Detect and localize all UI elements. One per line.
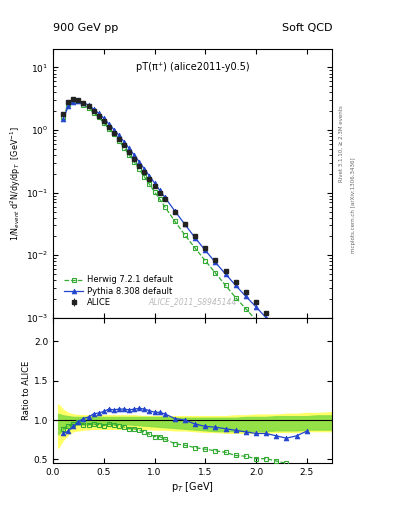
Text: ALICE_2011_S8945144: ALICE_2011_S8945144	[149, 297, 237, 306]
Herwig 7.2.1 default	[137, 166, 141, 173]
Pythia 8.308 default	[132, 152, 137, 158]
Herwig 7.2.1 default	[122, 145, 127, 151]
Pythia 8.308 default	[61, 116, 66, 122]
Herwig 7.2.1 default	[66, 101, 71, 107]
Herwig 7.2.1 default	[101, 120, 106, 126]
Herwig 7.2.1 default	[61, 114, 66, 120]
Herwig 7.2.1 default	[96, 114, 101, 120]
Pythia 8.308 default	[193, 234, 197, 241]
Pythia 8.308 default	[183, 221, 187, 227]
Y-axis label: Ratio to ALICE: Ratio to ALICE	[22, 361, 31, 420]
Herwig 7.2.1 default	[264, 328, 268, 334]
Herwig 7.2.1 default	[91, 110, 96, 116]
Herwig 7.2.1 default	[233, 294, 238, 301]
Herwig 7.2.1 default	[107, 125, 111, 132]
Herwig 7.2.1 default	[112, 132, 116, 138]
Pythia 8.308 default	[264, 315, 268, 321]
Pythia 8.308 default	[122, 139, 127, 145]
Pythia 8.308 default	[96, 110, 101, 116]
Line: Pythia 8.308 default: Pythia 8.308 default	[61, 98, 309, 362]
Herwig 7.2.1 default	[253, 317, 258, 323]
Pythia 8.308 default	[112, 126, 116, 133]
Herwig 7.2.1 default	[76, 98, 81, 104]
Herwig 7.2.1 default	[213, 270, 218, 276]
Pythia 8.308 default	[233, 282, 238, 288]
Pythia 8.308 default	[142, 166, 147, 172]
Herwig 7.2.1 default	[294, 361, 299, 368]
Herwig 7.2.1 default	[86, 105, 91, 111]
Herwig 7.2.1 default	[193, 245, 197, 251]
Pythia 8.308 default	[284, 336, 289, 342]
Pythia 8.308 default	[101, 115, 106, 121]
Herwig 7.2.1 default	[203, 258, 208, 264]
Pythia 8.308 default	[71, 98, 76, 104]
Herwig 7.2.1 default	[173, 218, 177, 224]
Pythia 8.308 default	[203, 247, 208, 253]
Pythia 8.308 default	[223, 271, 228, 277]
Text: mcplots.cern.ch [arXiv:1306.3436]: mcplots.cern.ch [arXiv:1306.3436]	[351, 157, 356, 252]
Pythia 8.308 default	[66, 103, 71, 110]
Herwig 7.2.1 default	[244, 306, 248, 312]
Pythia 8.308 default	[81, 99, 86, 105]
Herwig 7.2.1 default	[162, 203, 167, 209]
Legend: Herwig 7.2.1 default, Pythia 8.308 default, ALICE: Herwig 7.2.1 default, Pythia 8.308 defau…	[63, 274, 174, 308]
Pythia 8.308 default	[157, 187, 162, 193]
Pythia 8.308 default	[117, 133, 121, 139]
Herwig 7.2.1 default	[157, 196, 162, 202]
Herwig 7.2.1 default	[142, 174, 147, 180]
Pythia 8.308 default	[253, 304, 258, 310]
Pythia 8.308 default	[147, 173, 152, 179]
Pythia 8.308 default	[137, 159, 141, 165]
Pythia 8.308 default	[213, 259, 218, 265]
Herwig 7.2.1 default	[147, 181, 152, 187]
Pythia 8.308 default	[91, 106, 96, 112]
Line: Herwig 7.2.1 default: Herwig 7.2.1 default	[61, 98, 319, 389]
Pythia 8.308 default	[152, 180, 157, 186]
Herwig 7.2.1 default	[284, 350, 289, 356]
X-axis label: p$_{T}$ [GeV]: p$_{T}$ [GeV]	[171, 480, 214, 494]
Herwig 7.2.1 default	[304, 372, 309, 378]
Herwig 7.2.1 default	[81, 101, 86, 108]
Pythia 8.308 default	[244, 293, 248, 300]
Herwig 7.2.1 default	[223, 282, 228, 288]
Pythia 8.308 default	[173, 208, 177, 214]
Herwig 7.2.1 default	[127, 152, 132, 158]
Herwig 7.2.1 default	[314, 383, 319, 390]
Text: pT(π⁺) (alice2011-y0.5): pT(π⁺) (alice2011-y0.5)	[136, 62, 250, 72]
Pythia 8.308 default	[86, 102, 91, 108]
Pythia 8.308 default	[107, 121, 111, 127]
Text: 900 GeV pp: 900 GeV pp	[53, 23, 118, 33]
Pythia 8.308 default	[76, 98, 81, 104]
Herwig 7.2.1 default	[71, 98, 76, 104]
Pythia 8.308 default	[274, 325, 279, 331]
Pythia 8.308 default	[127, 145, 132, 152]
Text: Rivet 3.1.10, ≥ 2.3M events: Rivet 3.1.10, ≥ 2.3M events	[339, 105, 344, 182]
Pythia 8.308 default	[304, 357, 309, 364]
Herwig 7.2.1 default	[274, 339, 279, 345]
Herwig 7.2.1 default	[117, 138, 121, 144]
Herwig 7.2.1 default	[132, 159, 137, 165]
Herwig 7.2.1 default	[152, 189, 157, 195]
Herwig 7.2.1 default	[183, 232, 187, 238]
Pythia 8.308 default	[294, 347, 299, 353]
Text: Soft QCD: Soft QCD	[282, 23, 332, 33]
Pythia 8.308 default	[162, 194, 167, 200]
Y-axis label: 1/N$_{event}$ d$^{2}$N/dy/dp$_{T}$  [GeV$^{-1}$]: 1/N$_{event}$ d$^{2}$N/dy/dp$_{T}$ [GeV$…	[9, 126, 23, 241]
